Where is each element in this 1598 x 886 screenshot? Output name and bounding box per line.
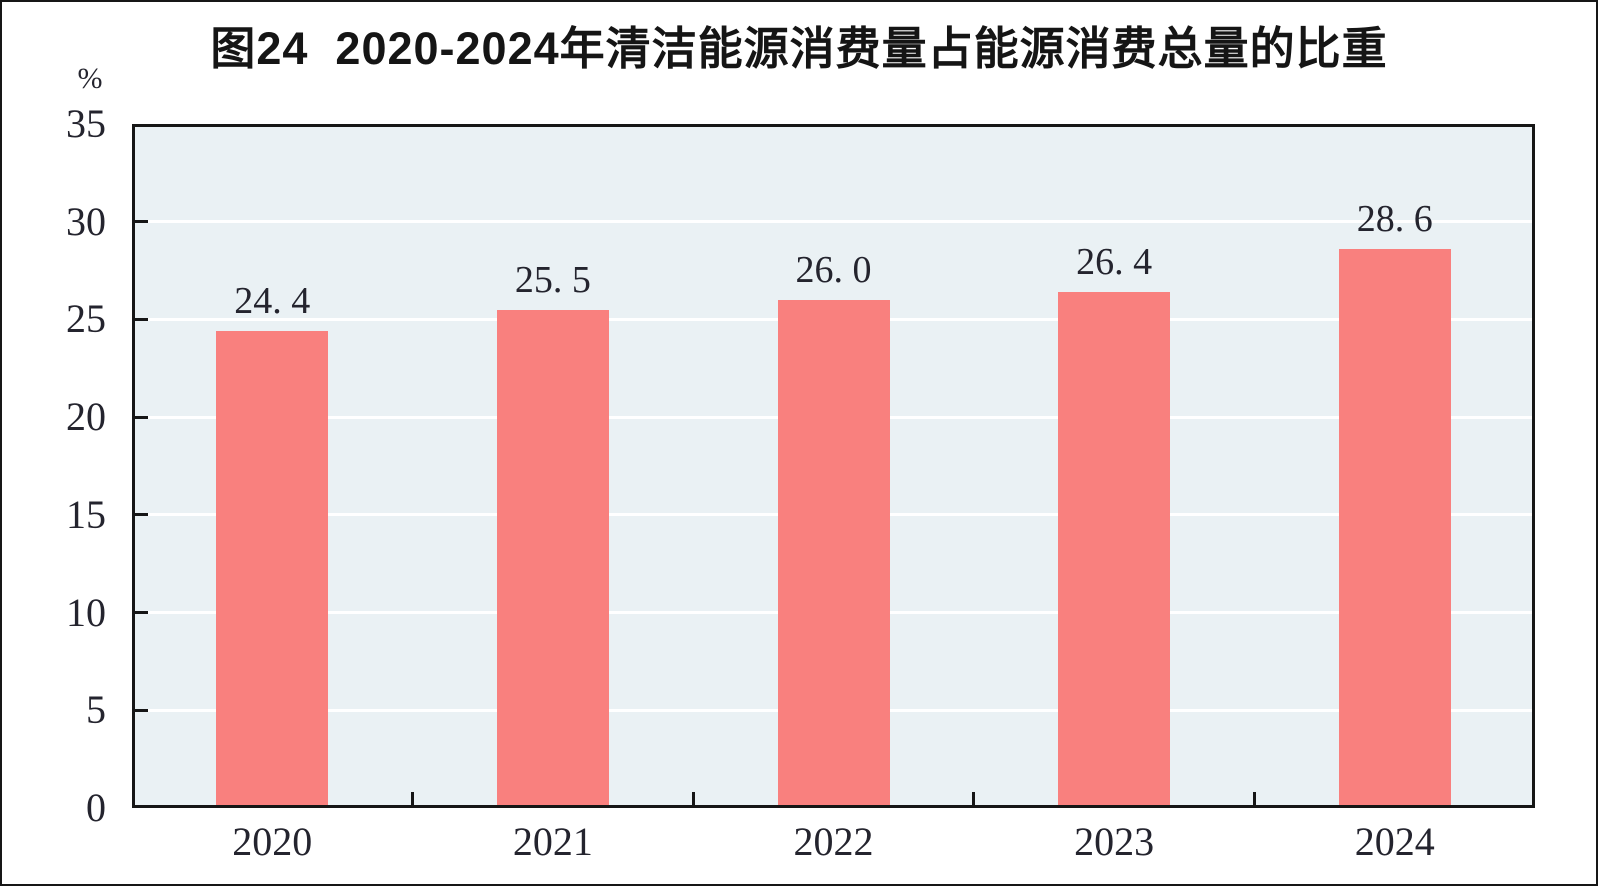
bar-value-label-2023: 26. 4 bbox=[1076, 241, 1153, 284]
x-axis-label-2022: 2022 bbox=[793, 819, 874, 864]
y-axis-label-35: 35 bbox=[66, 101, 106, 146]
bar-2020 bbox=[216, 331, 329, 808]
x-axis-tick-4 bbox=[1252, 792, 1256, 808]
y-axis-label-10: 10 bbox=[66, 589, 106, 635]
bar-value-label-2022: 26. 0 bbox=[795, 248, 872, 291]
y-axis-tick-20 bbox=[132, 415, 148, 419]
x-axis-tick-2 bbox=[691, 792, 695, 808]
x-axis-label-2020: 2020 bbox=[232, 819, 313, 864]
y-axis-label-0: 0 bbox=[86, 785, 106, 830]
y-axis-tick-30 bbox=[132, 220, 148, 224]
y-axis-tick-5 bbox=[132, 708, 148, 712]
x-axis-label-2024: 2024 bbox=[1354, 819, 1435, 864]
y-axis-tick-15 bbox=[132, 513, 148, 517]
y-axis-tick-10 bbox=[132, 611, 148, 615]
plot-area: 24. 4 25. 5 26. 0 26. 4 28. 6 bbox=[132, 124, 1535, 808]
bar-value-label-2024: 28. 6 bbox=[1356, 198, 1433, 241]
bar-2024 bbox=[1338, 249, 1451, 808]
x-axis-label-2021: 2021 bbox=[512, 819, 593, 864]
y-axis-unit-label: % bbox=[77, 62, 103, 95]
x-axis-tick-3 bbox=[972, 792, 976, 808]
bar-value-label-2021: 25. 5 bbox=[514, 258, 591, 301]
y-axis-label-5: 5 bbox=[86, 687, 106, 733]
y-axis-label-30: 30 bbox=[66, 198, 106, 244]
y-axis-label-25: 25 bbox=[66, 296, 106, 342]
y-axis-label-20: 20 bbox=[66, 394, 106, 440]
x-axis-tick-1 bbox=[411, 792, 415, 808]
bar-value-label-2020: 24. 4 bbox=[234, 280, 311, 323]
bar-2021 bbox=[496, 309, 609, 808]
bar-2023 bbox=[1058, 292, 1171, 808]
y-axis-label-15: 15 bbox=[66, 491, 106, 537]
x-axis-label-2023: 2023 bbox=[1074, 819, 1155, 864]
bar-2022 bbox=[777, 299, 890, 808]
chart-title: 图24 2020-2024年清洁能源消费量占能源消费总量的比重 bbox=[210, 23, 1388, 74]
gridline-30 bbox=[132, 220, 1535, 224]
y-axis-tick-25 bbox=[132, 317, 148, 321]
